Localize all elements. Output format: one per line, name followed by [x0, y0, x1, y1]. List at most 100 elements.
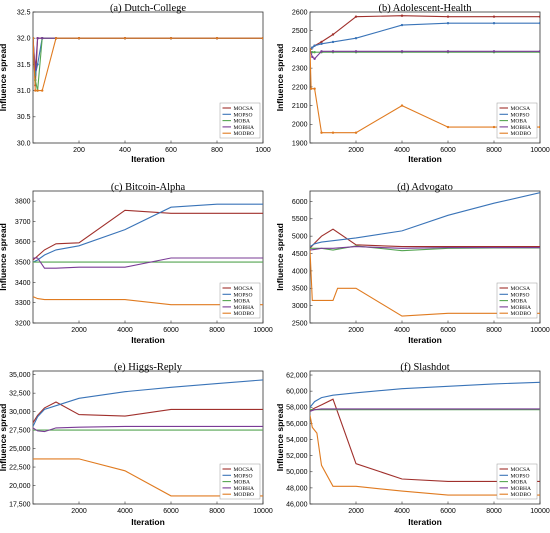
- data-point-mocsa: [354, 15, 358, 18]
- series-group: [33, 379, 263, 497]
- x-tick-label: 8000: [486, 147, 502, 154]
- panel-5: (e) Higgs-Reply 2000 4000 6000 8000 10000 17,5…: [0, 362, 273, 527]
- data-point-mobha: [313, 57, 316, 60]
- data-point-modbo: [400, 104, 404, 107]
- y-tick-label: 3400: [15, 280, 31, 287]
- y-axis-label: Influence spread: [0, 44, 8, 112]
- data-point-modbo: [77, 37, 81, 40]
- series-group: [310, 14, 540, 134]
- legend-label: MOBA: [234, 119, 251, 125]
- y-tick-label: 2300: [292, 66, 308, 73]
- legend-label: MOBA: [234, 299, 251, 305]
- series-line-mopso: [33, 379, 263, 427]
- series-line-mocsa: [310, 398, 540, 482]
- chart-title: (a) Dutch-College: [110, 3, 186, 14]
- y-tick-label: 3000: [292, 303, 308, 310]
- legend-label: MOPSO: [234, 292, 253, 298]
- data-point-modbo: [320, 131, 323, 134]
- data-point-mobha: [311, 55, 314, 59]
- legend-label: MOPSO: [511, 112, 530, 118]
- y-axis-label: Influence spread: [275, 44, 285, 112]
- data-point-mobha: [492, 50, 496, 53]
- data-point-modbo: [41, 89, 44, 92]
- legend-label: MOBHA: [234, 305, 255, 311]
- panel-1: (a) Dutch-College 200 400 600 800 1000 30.0 30.…: [0, 3, 271, 164]
- panel-4: (d) Advogato 2000 4000 6000 8000 10000 2500 300…: [275, 182, 550, 345]
- legend-label: MODBO: [511, 311, 532, 317]
- x-tick-label: 400: [119, 147, 131, 154]
- y-tick-label: 27,500: [9, 428, 31, 435]
- x-tick-label: 10000: [253, 508, 273, 515]
- y-tick-label: 1900: [292, 140, 308, 147]
- data-point-mobha: [354, 50, 358, 53]
- y-tick-label: 31.5: [17, 62, 31, 69]
- y-tick-label: 4000: [292, 268, 308, 275]
- legend-label: MOPSO: [511, 473, 530, 479]
- data-point-modbo: [313, 87, 316, 90]
- y-tick-label: 52,000: [286, 453, 308, 460]
- x-tick-label: 6000: [440, 147, 456, 154]
- x-tick-label: 2000: [71, 508, 87, 515]
- x-tick-label: 2000: [348, 327, 364, 334]
- y-tick-label: 46,000: [286, 501, 308, 508]
- y-tick-label: 3800: [15, 199, 31, 206]
- legend-label: MOBA: [511, 119, 528, 125]
- x-tick-label: 8000: [209, 508, 225, 515]
- legend-label: MOCSA: [234, 467, 254, 473]
- data-point-mobha: [331, 50, 335, 53]
- legend-label: MOPSO: [511, 292, 530, 298]
- x-tick-label: 8000: [486, 327, 502, 334]
- series-line-modbo: [310, 415, 540, 496]
- legend-label: MOBA: [234, 480, 251, 486]
- data-point-modbo: [331, 131, 335, 134]
- x-axis-label: Iteration: [131, 517, 165, 527]
- chart-title: (e) Higgs-Reply: [114, 362, 183, 373]
- plot-frame: [309, 11, 541, 144]
- y-tick-label: 30.5: [17, 114, 31, 121]
- y-axis-label: Influence spread: [275, 223, 285, 291]
- series-group: [310, 381, 540, 496]
- x-axis-label: Iteration: [131, 154, 165, 164]
- x-tick-label: 2000: [348, 508, 364, 515]
- y-tick-label: 22,500: [9, 464, 31, 471]
- y-axis-label: Influence spread: [0, 404, 8, 472]
- y-tick-label: 54,000: [286, 437, 308, 444]
- panel-3: (c) Bitcoin-Alpha 2000 4000 6000 8000 10000 32…: [0, 182, 273, 345]
- x-tick-label: 6000: [163, 508, 179, 515]
- series-line-mocsa: [33, 401, 263, 423]
- series-group: [310, 192, 540, 317]
- data-point-modbo: [54, 37, 58, 40]
- x-tick-label: 8000: [209, 327, 225, 334]
- x-axis-label: Iteration: [408, 335, 442, 345]
- y-tick-label: 3600: [15, 239, 31, 246]
- data-point-mobha: [320, 50, 323, 53]
- data-point-mocsa: [331, 33, 335, 36]
- y-tick-label: 32.5: [17, 9, 31, 16]
- series-line-mopso: [33, 203, 263, 263]
- y-tick-label: 2600: [292, 9, 308, 16]
- data-point-mobha: [41, 37, 44, 40]
- data-point-modbo: [446, 125, 450, 129]
- panel-6: (f) Slashdot 2000 4000 6000 8000 10000 46,000 4…: [275, 362, 550, 527]
- chart-title: (d) Advogato: [397, 182, 453, 193]
- data-point-mocsa: [320, 40, 323, 44]
- data-point-modbo: [215, 37, 219, 40]
- legend-label: MOCSA: [511, 106, 531, 112]
- y-tick-label: 48,000: [286, 485, 308, 492]
- series-line-mobha: [310, 49, 540, 60]
- data-point-mocsa: [538, 15, 540, 18]
- y-tick-label: 3700: [15, 219, 31, 226]
- series-line-mocsa: [310, 228, 540, 249]
- x-tick-label: 2000: [71, 327, 87, 334]
- y-tick-label: 2100: [292, 103, 308, 110]
- y-tick-label: 35,000: [9, 372, 31, 379]
- x-axis-label: Iteration: [408, 154, 442, 164]
- legend-label: MOCSA: [511, 286, 531, 292]
- series-line-mopso: [310, 381, 540, 408]
- y-tick-label: 5500: [292, 216, 308, 223]
- chart-title: (b) Adolescent-Health: [378, 3, 472, 14]
- legend-label: MOPSO: [234, 112, 253, 118]
